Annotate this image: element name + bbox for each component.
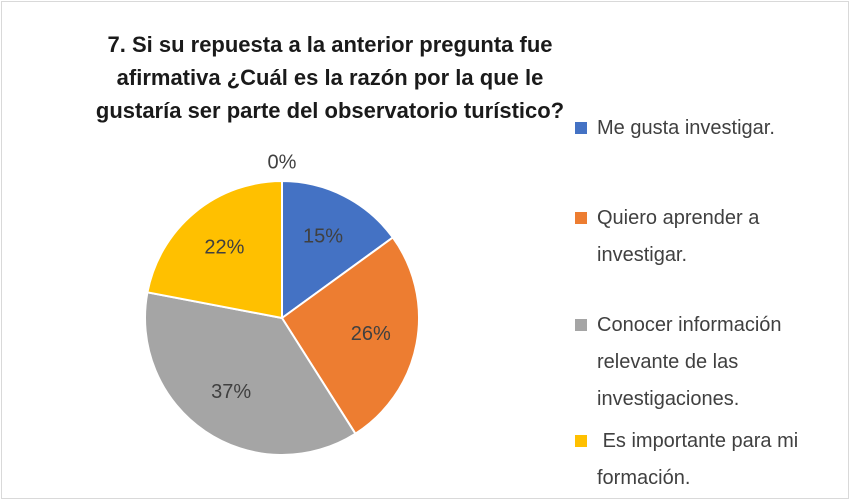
chart-title: 7. Si su repuesta a la anterior pregunta… (95, 32, 565, 123)
pie-slice (281, 179, 395, 320)
legend-entry: Conocer información relevante de las inv… (575, 307, 825, 418)
legend-label: Conocer información relevante de las inv… (597, 314, 788, 410)
legend-label: Quiero aprender a investigar. (597, 207, 765, 266)
legend-swatch (575, 122, 587, 134)
legend-entry: Me gusta investigar. (575, 110, 825, 147)
data-label: 0% (268, 151, 297, 173)
legend-label: Me gusta investigar. (597, 117, 775, 139)
pie-slice (146, 179, 283, 320)
pie-slice (280, 236, 420, 436)
data-label: 22% (204, 237, 244, 259)
legend-swatch (575, 435, 587, 447)
legend-entry: Es importante para mi formación. (575, 423, 825, 497)
legend-swatch (575, 212, 587, 224)
data-label: 37% (211, 381, 251, 403)
legend-entry: Quiero aprender a investigar. (575, 200, 825, 274)
data-label: 15% (303, 226, 343, 248)
legend-swatch (575, 319, 587, 331)
pie-slice (144, 291, 357, 456)
data-label: 26% (351, 323, 391, 345)
legend-label: Es importante para mi formación. (597, 430, 804, 489)
